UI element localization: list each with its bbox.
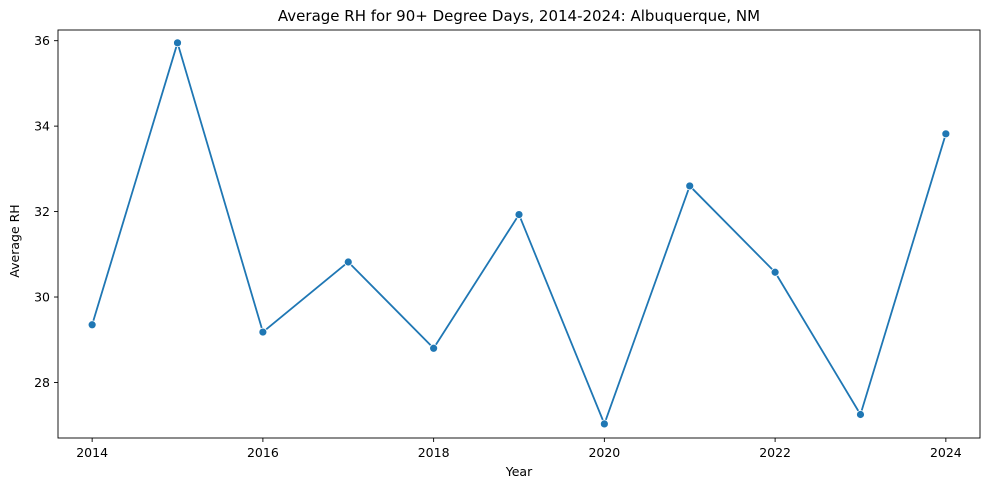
y-axis-label: Average RH — [7, 204, 22, 277]
x-tick-label: 2024 — [930, 445, 962, 460]
data-point-2016 — [258, 327, 268, 337]
y-tick-label: 28 — [34, 375, 50, 390]
y-tick-label: 34 — [34, 119, 50, 134]
axes-frame — [57, 29, 981, 439]
data-point-2019 — [514, 210, 524, 219]
y-tick-label: 30 — [34, 290, 50, 305]
data-point-2015 — [173, 38, 182, 48]
x-tick-label: 2016 — [247, 445, 279, 460]
plot-area — [57, 29, 981, 439]
x-tick-label: 2022 — [759, 445, 791, 460]
x-axis: 2014 2016 2018 2020 2022 2024 — [76, 438, 962, 460]
x-tick-label: 2014 — [76, 445, 108, 460]
data-point-2021 — [685, 181, 695, 191]
x-tick-label: 2020 — [588, 445, 620, 460]
data-point-2022 — [770, 267, 780, 277]
y-tick-label: 32 — [34, 204, 50, 219]
data-point-2023 — [856, 410, 865, 419]
data-point-2020 — [599, 419, 609, 429]
y-tick-label: 36 — [34, 33, 50, 48]
x-tick-label: 2018 — [418, 445, 450, 460]
series-line — [91, 41, 947, 425]
data-point-2014 — [87, 320, 97, 330]
chart-title: Average RH for 90+ Degree Days, 2014-202… — [278, 7, 760, 25]
data-point-2024 — [941, 129, 951, 139]
data-point-2017 — [343, 257, 353, 267]
y-axis: 28 30 32 34 36 — [34, 33, 58, 390]
data-point-2018 — [429, 343, 439, 353]
x-axis-label: Year — [505, 464, 533, 479]
